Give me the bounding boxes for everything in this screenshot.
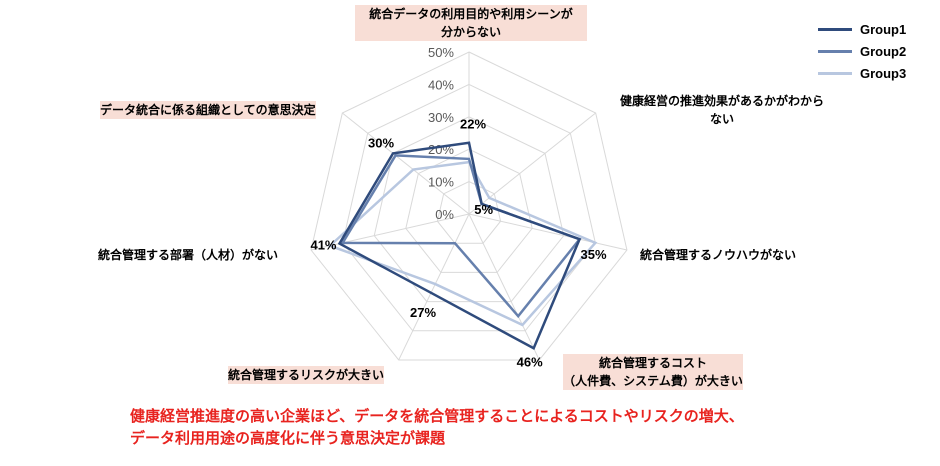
grid-spoke bbox=[468, 112, 596, 215]
axis-label-cost-line1: 統合管理するコスト bbox=[598, 356, 707, 370]
grid-ring bbox=[342, 83, 596, 332]
grid-ring bbox=[310, 51, 628, 361]
axis-label-purpose-line1: 統合データの利用目的や利用シーンが bbox=[369, 7, 573, 21]
axis-label-effect-line1: 健康経営の推進効果があるかがわから bbox=[619, 94, 824, 108]
grid-ring bbox=[436, 181, 502, 244]
series-line-group1 bbox=[337, 141, 582, 351]
axis-label-risk-text: 統合管理するリスクが大きい bbox=[228, 368, 385, 382]
legend-label-group3: Group3 bbox=[860, 65, 907, 81]
axis-label-department: 統合管理する部署（人材）がない bbox=[98, 246, 278, 264]
grid-spoke bbox=[310, 213, 470, 251]
radial-tick-label: 0% bbox=[435, 207, 454, 222]
legend-swatch-group3 bbox=[818, 71, 852, 75]
axis-label-cost-line2: （人件費、システム費）が大きい bbox=[563, 374, 743, 388]
data-labels: 22% 5% 35% 46% 27% 41% 30% bbox=[310, 117, 607, 370]
legend-item-group2: Group2 bbox=[818, 40, 906, 62]
grid-spoke bbox=[468, 213, 540, 361]
data-label: 35% bbox=[581, 247, 607, 262]
radial-tick-label: 40% bbox=[428, 77, 454, 92]
axis-label-effect-line2: ない bbox=[709, 112, 734, 126]
axis-label-purpose: 統合データの利用目的や利用シーンが 分からない bbox=[355, 5, 587, 41]
radial-tick-label: 10% bbox=[428, 175, 454, 190]
legend-swatch-group1 bbox=[818, 27, 852, 31]
series-lines bbox=[327, 141, 598, 351]
grid-spoke bbox=[342, 112, 470, 215]
axis-label-effect: 健康経営の推進効果があるかがわから ない bbox=[602, 92, 842, 128]
data-label: 30% bbox=[368, 135, 394, 150]
legend-swatch-group2 bbox=[818, 49, 852, 53]
radial-tick-labels: 0%10%20%30%40%50% bbox=[428, 45, 454, 222]
radial-tick-label: 30% bbox=[428, 110, 454, 125]
grid-spoke bbox=[468, 213, 628, 251]
legend-item-group3: Group3 bbox=[818, 62, 906, 84]
grid-ring bbox=[405, 148, 533, 273]
legend-label-group2: Group2 bbox=[860, 43, 907, 59]
footer-line1: 健康経営推進度の高い企業ほど、データを統合管理することによるコストやリスクの増大… bbox=[130, 407, 744, 425]
data-label: 41% bbox=[310, 238, 336, 253]
radial-tick-label: 50% bbox=[428, 45, 454, 60]
legend: Group1 Group2 Group3 bbox=[818, 18, 906, 84]
axis-label-purpose-line2: 分からない bbox=[440, 25, 501, 39]
axis-label-risk: 統合管理するリスクが大きい bbox=[228, 366, 385, 384]
data-label: 22% bbox=[460, 117, 486, 132]
data-label: 46% bbox=[517, 354, 543, 369]
data-label: 5% bbox=[474, 202, 493, 217]
series-line-group3 bbox=[327, 160, 598, 327]
grid-spoke bbox=[398, 213, 470, 361]
axis-label-decision-text: データ統合に係る組織としての意思決定 bbox=[100, 103, 316, 117]
axis-label-knowhow-text: 統合管理するノウハウがない bbox=[640, 248, 797, 262]
legend-label-group1: Group1 bbox=[860, 21, 907, 37]
axis-label-knowhow: 統合管理するノウハウがない bbox=[640, 246, 796, 264]
axis-label-department-text: 統合管理する部署（人材）がない bbox=[98, 248, 279, 262]
data-label: 27% bbox=[410, 305, 436, 320]
footer-note: 健康経営推進度の高い企業ほど、データを統合管理することによるコストやリスクの増大… bbox=[130, 405, 744, 449]
legend-item-group1: Group1 bbox=[818, 18, 906, 40]
grid bbox=[310, 51, 628, 361]
axis-label-cost: 統合管理するコスト （人件費、システム費）が大きい bbox=[563, 354, 743, 390]
footer-line2: データ利用用途の高度化に伴う意思決定が課題 bbox=[130, 429, 446, 447]
axis-label-decision: データ統合に係る組織としての意思決定 bbox=[100, 101, 316, 119]
